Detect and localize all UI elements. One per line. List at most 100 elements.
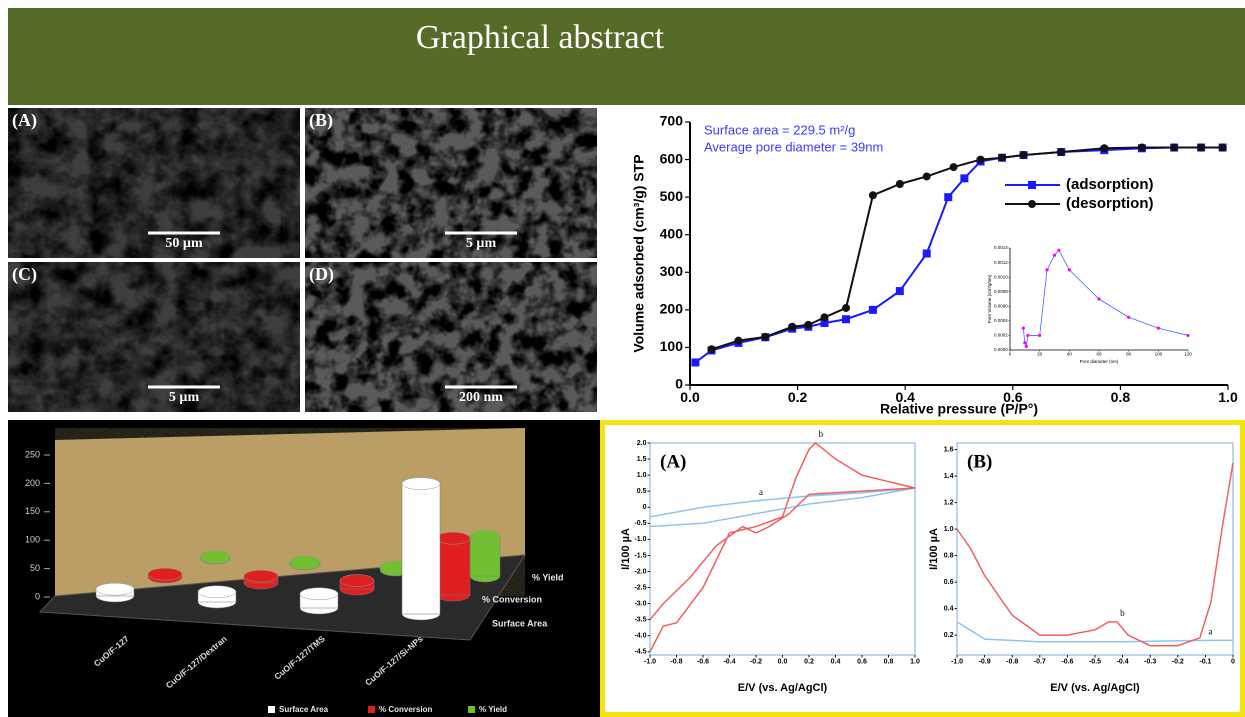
- x-tick-label: -0.6: [697, 658, 709, 665]
- x-axis-label: Relative pressure (P/P°): [880, 401, 1038, 417]
- cylinder-top: [435, 531, 471, 545]
- marker: [868, 305, 877, 314]
- annotation: Average pore diameter = 39nm: [704, 139, 883, 154]
- y-tick-label: 600: [660, 150, 684, 166]
- header-band: [8, 8, 1245, 105]
- marker: [1057, 148, 1066, 157]
- cylinder: [469, 529, 501, 583]
- x-tick-label: 0.0: [778, 658, 788, 665]
- marker: [1023, 341, 1027, 345]
- cylinder-top: [339, 574, 375, 587]
- marker: [1067, 268, 1071, 272]
- x-tick-label: 1.0: [910, 658, 920, 665]
- marker: [788, 322, 797, 331]
- marker: [1170, 143, 1179, 152]
- y-tick-label: 0.0012: [994, 260, 1008, 265]
- x-tick-label: -0.3: [1144, 658, 1156, 665]
- y-tick-label: 0: [675, 376, 683, 392]
- cylinder: [95, 582, 135, 603]
- cylinder-top: [299, 587, 339, 601]
- sem-grid: (A) 50 µm (B) 5 µm (C) 5 µm (D) 200 nm: [8, 108, 597, 412]
- marker: [761, 332, 770, 341]
- x-tick-label: -0.4: [723, 658, 735, 665]
- series-line: [694, 146, 1223, 364]
- x-tick-label: 0.6: [1003, 389, 1023, 405]
- y-tick-label: -2.0: [634, 568, 646, 575]
- y-tick-label: 100: [660, 338, 684, 354]
- legend-label: Surface Area: [279, 705, 329, 714]
- x-tick-label: 0.0: [680, 389, 700, 405]
- y-tick-label: 2.0: [637, 440, 647, 447]
- x-tick-label: 120: [1184, 351, 1192, 356]
- y-tick-label: 1.6: [944, 446, 954, 453]
- y-tick-label: 700: [660, 113, 684, 129]
- marker: [944, 193, 953, 202]
- x-tick-label: 0: [1009, 351, 1012, 356]
- y-tick-label: 200: [660, 301, 684, 317]
- marker: [922, 172, 931, 181]
- scale-bar-label: 5 µm: [466, 236, 497, 251]
- marker: [1156, 326, 1160, 330]
- y-tick-label: 0.0010: [994, 274, 1008, 279]
- cylinder: [243, 569, 279, 590]
- legend-swatch: [468, 706, 475, 713]
- series-line: [956, 462, 1234, 647]
- marker: [842, 303, 851, 312]
- cylinder-top: [95, 582, 135, 596]
- x-tick-label: 1.0: [1218, 389, 1238, 405]
- x-tick-label: -0.2: [1172, 658, 1184, 665]
- y-tick-label: 0.4: [944, 605, 954, 612]
- x-tick-label: 20: [1037, 351, 1043, 356]
- y-tick-label: 50: [30, 563, 40, 573]
- marker: [1038, 333, 1042, 338]
- y-tick-label: -1.0: [634, 536, 646, 543]
- sem-texture: [305, 262, 597, 412]
- y-tick-label: -3.0: [634, 600, 646, 607]
- marker: [1186, 333, 1190, 338]
- marker: [949, 163, 958, 172]
- legend-label: (adsorption): [1066, 176, 1154, 193]
- y-tick-label: 0.8: [944, 552, 954, 559]
- y-tick-label: 1.2: [944, 499, 954, 506]
- x-tick-label: 40: [1067, 351, 1073, 356]
- y-tick-label: 0.5: [637, 488, 647, 495]
- sem-label: (B): [309, 110, 333, 131]
- cylinder-top: [289, 555, 321, 568]
- x-tick-label: -0.5: [1089, 658, 1101, 665]
- x-axis-label: Pore diameter (nm): [1080, 359, 1119, 364]
- sem-texture: [8, 262, 300, 412]
- y-tick-label: -2.5: [634, 584, 646, 591]
- x-tick-label: 60: [1096, 351, 1102, 356]
- legend-swatch: [268, 706, 275, 713]
- x-axis-label: E/V (vs. Ag/AgCl): [1050, 682, 1140, 694]
- legend-marker: [1028, 181, 1036, 189]
- inset-background: [975, 238, 1197, 370]
- y-tick-label: 0: [35, 591, 40, 601]
- y-tick-label: 0.0002: [994, 333, 1008, 338]
- y-tick-label: 0.0006: [994, 303, 1008, 308]
- y-axis-label: I/100 µA: [928, 528, 940, 570]
- marker: [1057, 248, 1061, 252]
- legend-swatch: [368, 706, 375, 713]
- cylinder-top: [147, 567, 183, 581]
- y-tick-label: -4.5: [634, 649, 646, 656]
- cylinder: [197, 585, 237, 609]
- cylinder-top: [243, 569, 279, 583]
- y-tick-label: 400: [660, 225, 684, 241]
- marker: [976, 155, 985, 164]
- cylinder-top: [197, 585, 237, 599]
- marker: [1019, 151, 1028, 160]
- marker: [707, 345, 716, 354]
- cylinder: [435, 531, 471, 602]
- x-tick-label: 80: [1126, 351, 1132, 356]
- panel-label: (A): [660, 451, 686, 472]
- y-tick-label: -3.5: [634, 617, 646, 624]
- marker: [868, 191, 877, 200]
- y-tick-label: 0.6: [944, 579, 954, 586]
- y-tick-label: 0.0014: [994, 245, 1008, 250]
- marker: [895, 179, 904, 188]
- cylinder: [339, 574, 375, 596]
- y-tick-label: 1.0: [944, 526, 954, 533]
- y-axis-label: I/100 µA: [620, 528, 632, 570]
